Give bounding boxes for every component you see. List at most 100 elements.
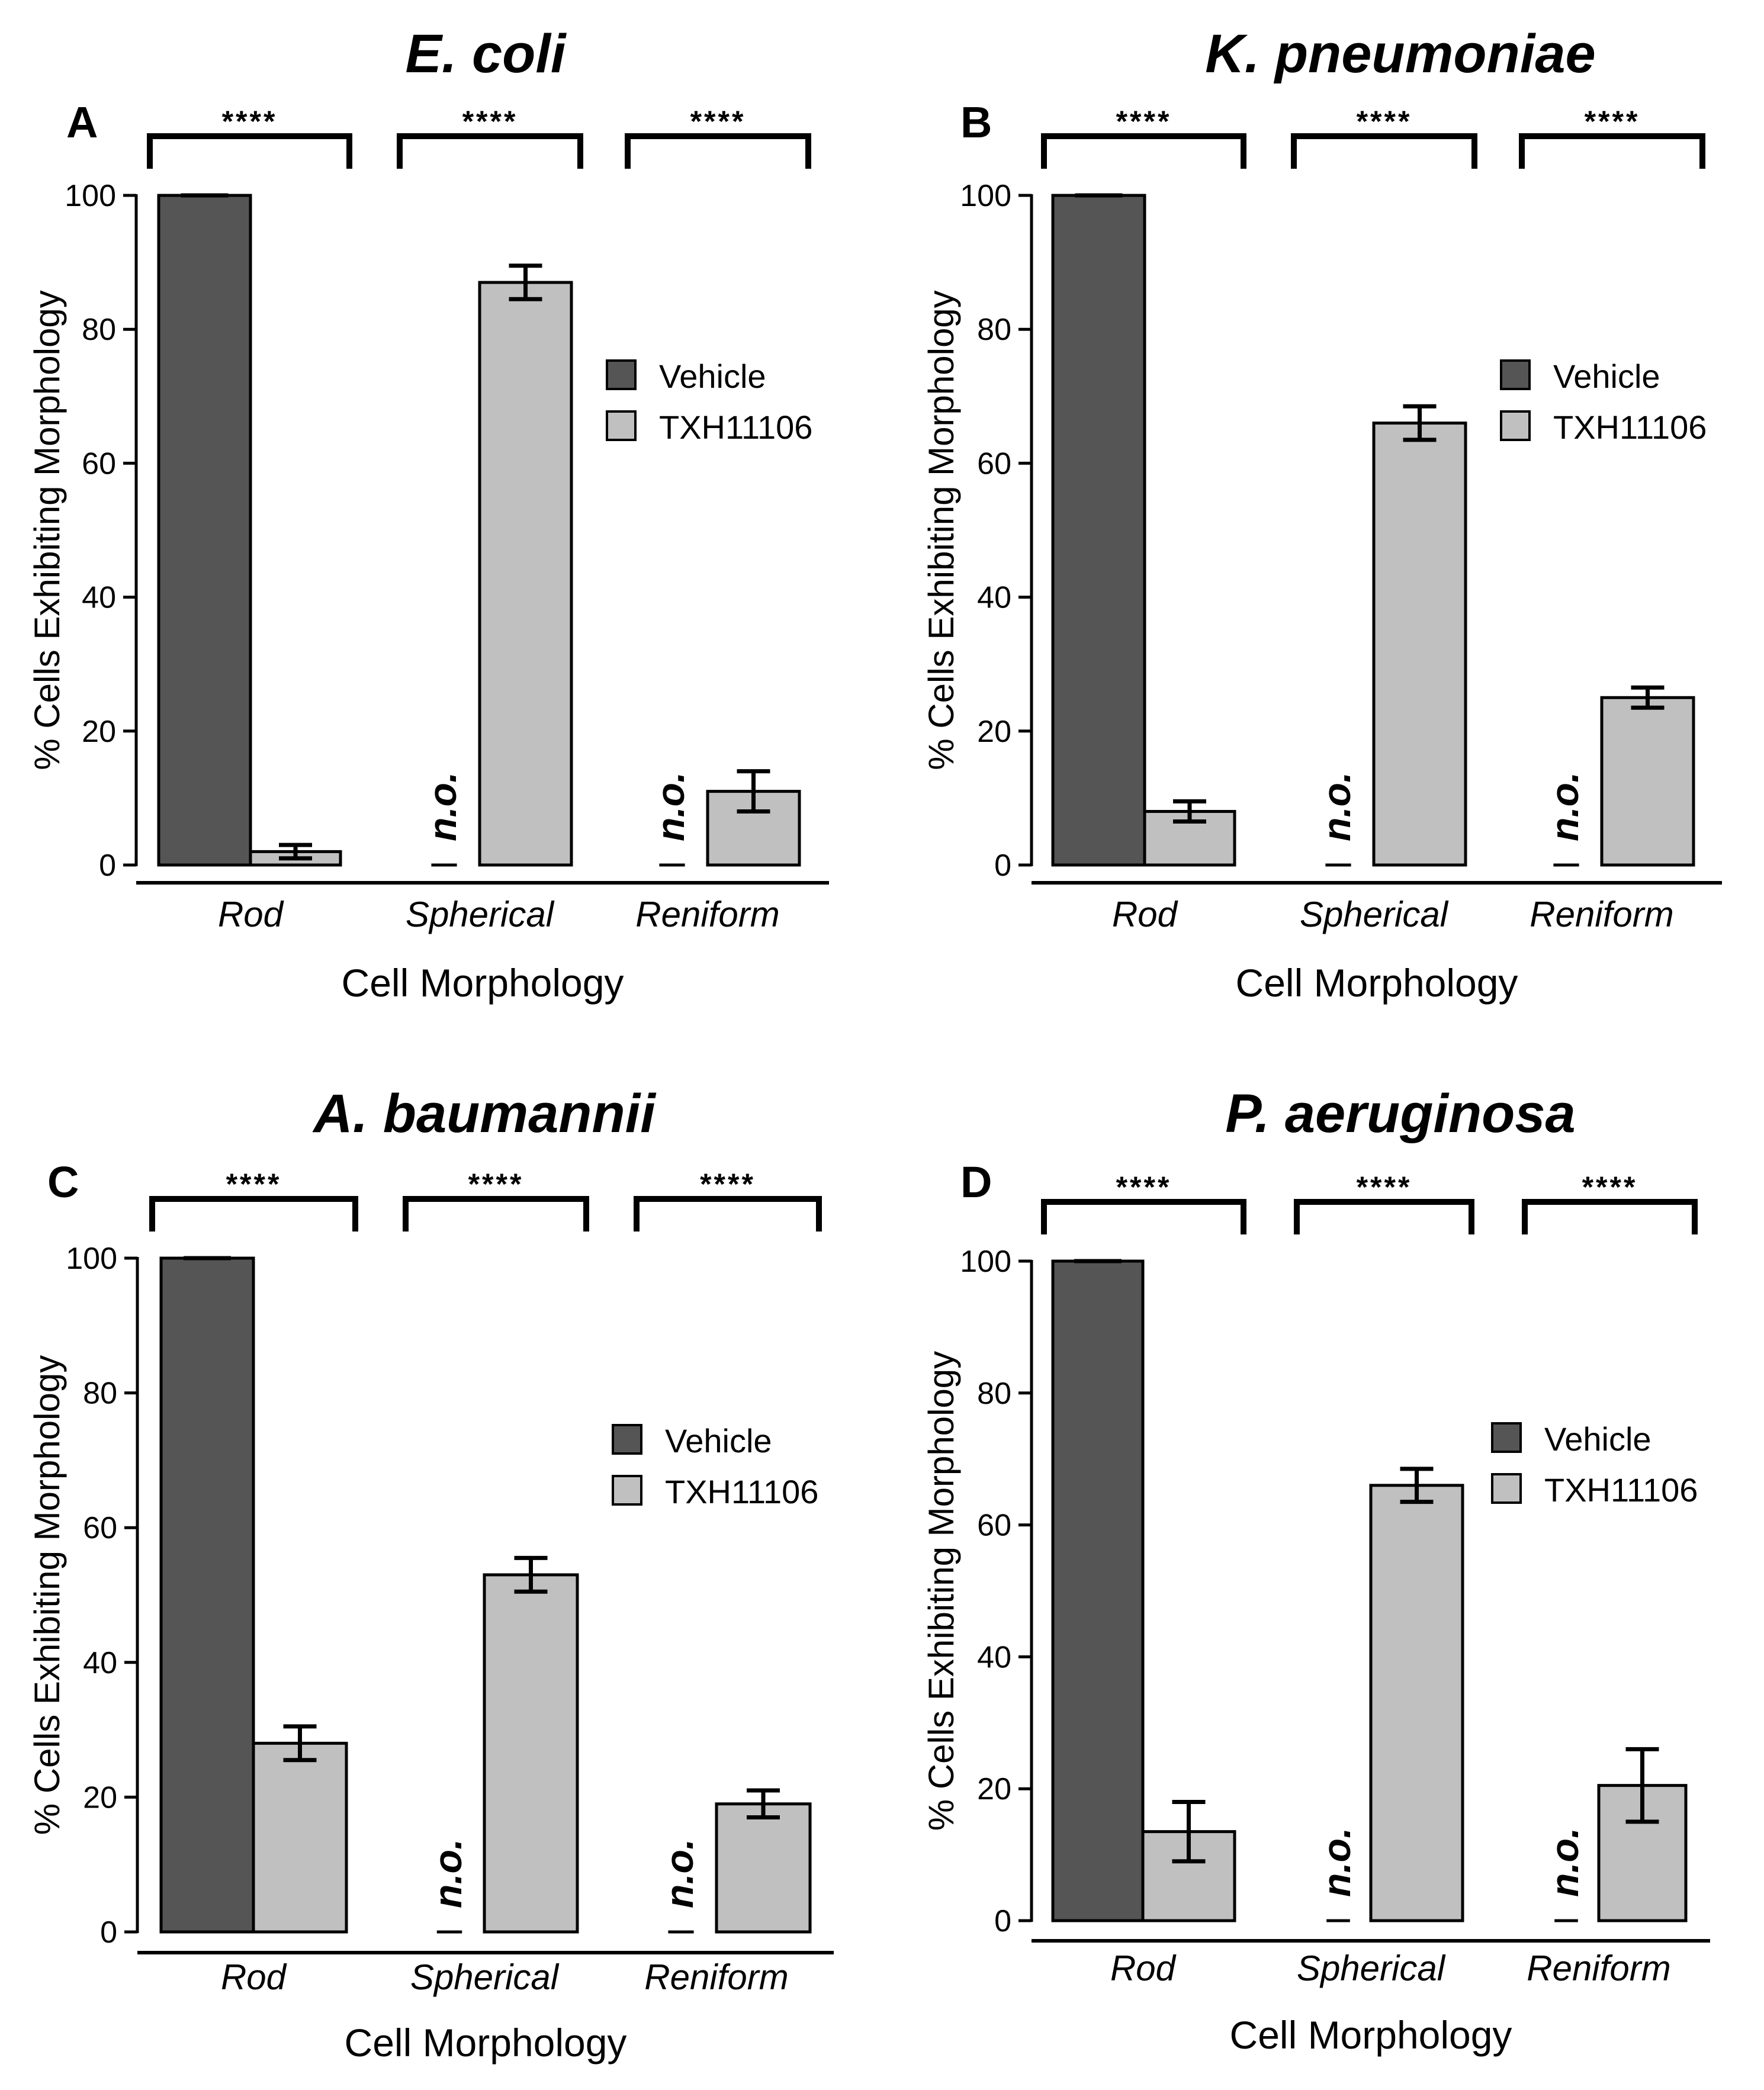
category-label: Spherical [1300, 895, 1449, 934]
legend-label: TXH11106 [1553, 409, 1707, 446]
significance-bracket [1041, 1199, 1246, 1234]
y-tick-label: 40 [83, 1646, 117, 1680]
significance-label: **** [700, 1168, 756, 1201]
legend-swatch-vehicle [1500, 359, 1531, 390]
x-axis-label: Cell Morphology [342, 961, 624, 1005]
bar-vehicle-rod [1051, 194, 1146, 867]
chart-title: P. aeruginosa [1225, 1083, 1575, 1144]
category-label: Reniform [1527, 1948, 1670, 1988]
chart-title: A. baumannii [312, 1083, 657, 1144]
bar-txh11106-reniform [715, 1802, 812, 1934]
chart-title: K. pneumoniae [1205, 24, 1595, 84]
significance-label: **** [1357, 105, 1412, 138]
y-tick-label: 60 [83, 1511, 117, 1545]
y-tick-label: 20 [977, 715, 1011, 749]
significance-label: **** [690, 105, 746, 138]
not-observed-label: n.o. [426, 1839, 470, 1908]
significance-label: **** [226, 1168, 282, 1201]
significance-bracket [1519, 133, 1705, 169]
y-tick-label: 80 [82, 313, 116, 347]
y-axis-label: % Cells Exhibiting Morphology [921, 1351, 961, 1831]
category-label: Reniform [1530, 895, 1673, 934]
category-label: Rod [218, 895, 284, 934]
y-tick-label: 100 [960, 179, 1011, 213]
y-axis-label: % Cells Exhibiting Morphology [27, 290, 67, 770]
category-label: Rod [221, 1957, 287, 1997]
chart-panel-a: E. coli A 0 20 40 60 80 100 % Cells Exhibiting M… [27, 24, 829, 1005]
legend-swatch-txh11106 [1491, 1473, 1522, 1504]
legend-swatch-txh11106 [1500, 410, 1531, 441]
chart-panel-c: A. baumannii C 0 20 40 60 80 100 % Cells Exhibit… [27, 1083, 834, 2065]
not-observed-label: n.o. [648, 772, 692, 841]
legend-label: TXH11106 [659, 409, 812, 446]
significance-bracket [625, 133, 811, 169]
not-observed-label: n.o. [1543, 772, 1586, 841]
y-tick-label: 40 [977, 1640, 1011, 1674]
legend-label: TXH11106 [665, 1473, 818, 1510]
significance-label: **** [1116, 105, 1172, 138]
x-axis-label: Cell Morphology [345, 2021, 627, 2065]
panel-letter: A [66, 98, 98, 147]
significance-bracket [1291, 133, 1477, 169]
panel-letter: D [960, 1157, 992, 1207]
legend-swatch-vehicle [606, 359, 637, 390]
category-label: Spherical [406, 895, 555, 934]
legend-swatch-vehicle [1491, 1422, 1522, 1453]
y-tick-label: 80 [83, 1377, 117, 1411]
y-tick-label: 40 [977, 581, 1011, 615]
legend-label: TXH11106 [1544, 1471, 1698, 1509]
panel-letter: B [960, 98, 992, 147]
y-axis-label: % Cells Exhibiting Morphology [27, 1355, 67, 1835]
category-label: Rod [1110, 1948, 1177, 1988]
bar-txh11106-reniform [1600, 696, 1695, 867]
legend-label: Vehicle [1544, 1420, 1651, 1458]
bar-txh11106-spherical [483, 1573, 579, 1934]
significance-bracket [149, 1196, 358, 1232]
bar-txh11106-rod [252, 1741, 348, 1934]
not-observed-label: n.o. [1315, 1828, 1358, 1897]
category-label: Spherical [1297, 1948, 1446, 1988]
not-observed-label: n.o. [1543, 1828, 1586, 1897]
y-tick-label: 20 [82, 715, 116, 749]
y-tick-label: 40 [82, 581, 116, 615]
significance-bracket [1522, 1199, 1698, 1234]
category-label: Reniform [644, 1957, 788, 1997]
chart-panel-d: P. aeruginosa D 0 20 40 60 80 100 % Cells Exhibi… [921, 1083, 1710, 2057]
significance-bracket [1294, 1199, 1474, 1234]
legend-label: Vehicle [659, 358, 766, 395]
legend-swatch-txh11106 [606, 410, 637, 441]
legend-swatch-txh11106 [612, 1475, 642, 1506]
y-tick-label: 0 [99, 848, 116, 883]
bar-vehicle-rod [1051, 1259, 1145, 1922]
x-axis-label: Cell Morphology [1236, 961, 1518, 1005]
significance-label: **** [1582, 1171, 1638, 1204]
y-tick-label: 100 [66, 1242, 117, 1276]
significance-bracket [397, 133, 583, 169]
panel-letter: C [47, 1157, 79, 1207]
significance-bracket [634, 1196, 822, 1232]
significance-label: **** [1357, 1171, 1412, 1204]
y-tick-label: 60 [977, 446, 1011, 481]
category-label: Reniform [635, 895, 779, 934]
y-tick-label: 80 [977, 313, 1011, 347]
y-tick-label: 20 [977, 1772, 1011, 1806]
significance-label: **** [222, 105, 278, 138]
y-tick-label: 80 [977, 1377, 1011, 1411]
y-tick-label: 20 [83, 1780, 117, 1815]
y-tick-label: 0 [994, 848, 1011, 883]
not-observed-label: n.o. [1315, 772, 1358, 841]
significance-bracket [1041, 133, 1246, 169]
category-label: Rod [1112, 895, 1178, 934]
legend-label: Vehicle [1553, 358, 1660, 395]
y-tick-label: 100 [960, 1245, 1011, 1279]
legend-swatch-vehicle [612, 1424, 642, 1455]
significance-label: **** [1585, 105, 1640, 138]
bar-txh11106-spherical [1369, 1484, 1464, 1922]
y-tick-label: 0 [100, 1915, 117, 1950]
category-label: Spherical [410, 1957, 560, 1997]
chart-panel-b: K. pneumoniae B 0 20 40 60 80 100 % Cells Exhibi… [921, 24, 1722, 1005]
bar-txh11106-spherical [1372, 422, 1467, 867]
chart-title: E. coli [406, 24, 567, 84]
significance-label: **** [1116, 1171, 1172, 1204]
